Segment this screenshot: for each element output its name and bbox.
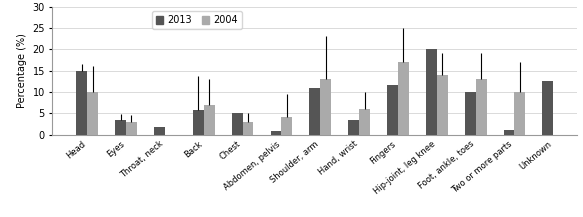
Bar <box>282 117 292 135</box>
Bar <box>514 92 525 135</box>
Bar <box>154 127 165 135</box>
Legend: 2013, 2004: 2013, 2004 <box>152 11 242 29</box>
Bar <box>115 120 126 135</box>
Bar <box>359 109 370 135</box>
Bar <box>542 81 553 135</box>
Bar <box>320 79 331 135</box>
Bar <box>193 110 203 135</box>
Bar <box>231 113 243 135</box>
Bar <box>398 62 409 135</box>
Bar <box>126 122 137 135</box>
Bar <box>465 92 476 135</box>
Bar <box>504 130 514 135</box>
Bar <box>437 75 448 135</box>
Bar <box>76 71 87 135</box>
Bar <box>203 105 215 135</box>
Bar <box>387 85 398 135</box>
Bar <box>310 88 320 135</box>
Bar <box>476 79 486 135</box>
Bar <box>348 120 359 135</box>
Bar <box>243 122 254 135</box>
Bar <box>426 49 437 135</box>
Bar <box>87 92 98 135</box>
Y-axis label: Percentage (%): Percentage (%) <box>17 33 27 108</box>
Bar <box>271 131 282 135</box>
